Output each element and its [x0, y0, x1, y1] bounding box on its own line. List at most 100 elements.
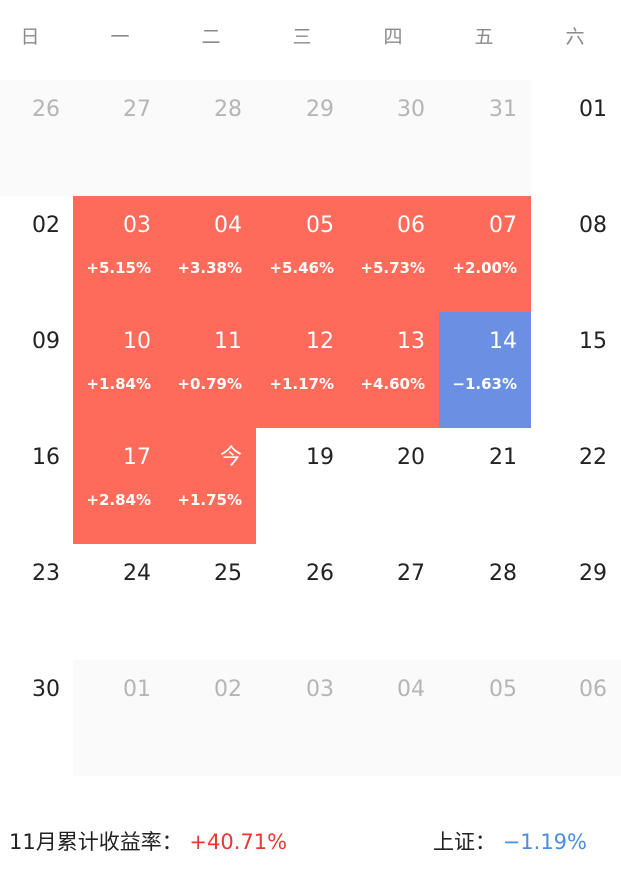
day-number: 22 — [579, 445, 607, 470]
weekday-mon: 一 — [110, 26, 130, 48]
day-number: 07 — [489, 213, 517, 238]
calendar-day[interactable]: 12 +1.17% — [256, 312, 348, 428]
calendar-day[interactable]: 29 — [256, 80, 348, 196]
day-number: 11 — [214, 329, 242, 354]
calendar-day[interactable]: 27 — [348, 544, 439, 660]
calendar-day[interactable]: 14 −1.63% — [439, 312, 531, 428]
day-return: −1.63% — [452, 375, 517, 393]
calendar-day[interactable]: 04 — [348, 660, 439, 776]
day-number: 01 — [579, 97, 607, 122]
calendar-day[interactable]: 17 +2.84% — [73, 428, 165, 544]
calendar-day[interactable]: 26 — [0, 80, 73, 196]
day-number: 30 — [397, 97, 425, 122]
calendar-day[interactable]: 30 — [0, 660, 73, 776]
calendar-day[interactable]: 30 — [348, 80, 439, 196]
calendar-grid: 26 27 28 29 30 31 01 02 03 +5.15% 04 +3.38% 05 +5.46%… — [0, 80, 621, 777]
calendar-day[interactable]: 02 — [0, 196, 73, 312]
cumulative-return-label: 11月累计收益率： — [9, 830, 183, 854]
day-number: 30 — [32, 677, 60, 702]
calendar-day[interactable]: 08 — [531, 196, 621, 312]
calendar-day[interactable]: 13 +4.60% — [348, 312, 439, 428]
calendar-day[interactable]: 25 — [165, 544, 256, 660]
calendar-day[interactable]: 03 +5.15% — [73, 196, 165, 312]
calendar-day[interactable]: 10 +1.84% — [73, 312, 165, 428]
calendar-day[interactable]: 20 — [348, 428, 439, 544]
calendar-day[interactable]: 24 — [73, 544, 165, 660]
calendar-day[interactable]: 05 — [439, 660, 531, 776]
day-number: 13 — [397, 329, 425, 354]
calendar-day[interactable]: 09 — [0, 312, 73, 428]
day-number: 06 — [397, 213, 425, 238]
calendar-day[interactable]: 26 — [256, 544, 348, 660]
weekday-sat: 六 — [565, 26, 585, 48]
day-return: +1.17% — [269, 375, 334, 393]
day-number: 17 — [123, 445, 151, 470]
day-number: 15 — [579, 329, 607, 354]
weekday-fri: 五 — [474, 26, 494, 48]
day-return: +5.73% — [360, 259, 425, 277]
day-number: 29 — [579, 561, 607, 586]
day-number: 21 — [489, 445, 517, 470]
calendar-day[interactable]: 19 — [256, 428, 348, 544]
calendar-day[interactable]: 06 — [531, 660, 621, 776]
day-number: 02 — [214, 677, 242, 702]
day-number: 10 — [123, 329, 151, 354]
day-number: 27 — [123, 97, 151, 122]
cumulative-return: 11月累计收益率： +40.71% — [9, 822, 287, 862]
day-number: 19 — [306, 445, 334, 470]
day-number: 28 — [489, 561, 517, 586]
summary-bar: 11月累计收益率： +40.71% 上证： −1.19% — [0, 822, 621, 862]
day-number: 05 — [489, 677, 517, 702]
day-number: 12 — [306, 329, 334, 354]
calendar-day[interactable]: 28 — [439, 544, 531, 660]
day-number: 04 — [214, 213, 242, 238]
calendar-day[interactable]: 07 +2.00% — [439, 196, 531, 312]
day-return: +3.38% — [177, 259, 242, 277]
calendar-day[interactable]: 03 — [256, 660, 348, 776]
day-number: 03 — [123, 213, 151, 238]
calendar-day[interactable]: 05 +5.46% — [256, 196, 348, 312]
calendar-day[interactable]: 今 +1.75% — [165, 428, 256, 544]
weekday-header: 日 一 二 三 四 五 六 — [0, 22, 621, 52]
calendar-day[interactable]: 29 — [531, 544, 621, 660]
day-number: 16 — [32, 445, 60, 470]
calendar-day[interactable]: 01 — [73, 660, 165, 776]
calendar-day[interactable]: 11 +0.79% — [165, 312, 256, 428]
day-number: 25 — [214, 561, 242, 586]
calendar-day[interactable]: 04 +3.38% — [165, 196, 256, 312]
calendar-day[interactable]: 01 — [531, 80, 621, 196]
day-return: +5.46% — [269, 259, 334, 277]
day-number: 03 — [306, 677, 334, 702]
day-number: 26 — [32, 97, 60, 122]
calendar-day[interactable]: 23 — [0, 544, 73, 660]
day-number: 01 — [123, 677, 151, 702]
day-number: 06 — [579, 677, 607, 702]
weekday-thu: 四 — [383, 26, 403, 48]
cumulative-return-value: +40.71% — [189, 830, 288, 854]
day-number: 04 — [397, 677, 425, 702]
day-number: 31 — [489, 97, 517, 122]
calendar-day[interactable]: 15 — [531, 312, 621, 428]
weekday-tue: 二 — [201, 26, 221, 48]
day-number: 28 — [214, 97, 242, 122]
day-return: +2.84% — [86, 491, 151, 509]
day-return: +1.75% — [177, 491, 242, 509]
calendar-day[interactable]: 16 — [0, 428, 73, 544]
calendar-day[interactable]: 06 +5.73% — [348, 196, 439, 312]
calendar-day[interactable]: 27 — [73, 80, 165, 196]
calendar-day[interactable]: 28 — [165, 80, 256, 196]
day-number: 29 — [306, 97, 334, 122]
calendar-day[interactable]: 02 — [165, 660, 256, 776]
day-number: 23 — [32, 561, 60, 586]
weekday-sun: 日 — [20, 26, 40, 48]
day-return: +2.00% — [452, 259, 517, 277]
day-number: 27 — [397, 561, 425, 586]
calendar-day[interactable]: 31 — [439, 80, 531, 196]
day-number: 14 — [489, 329, 517, 354]
calendar-day[interactable]: 21 — [439, 428, 531, 544]
calendar-day[interactable]: 22 — [531, 428, 621, 544]
day-number: 20 — [397, 445, 425, 470]
weekday-wed: 三 — [292, 26, 312, 48]
day-number: 09 — [32, 329, 60, 354]
